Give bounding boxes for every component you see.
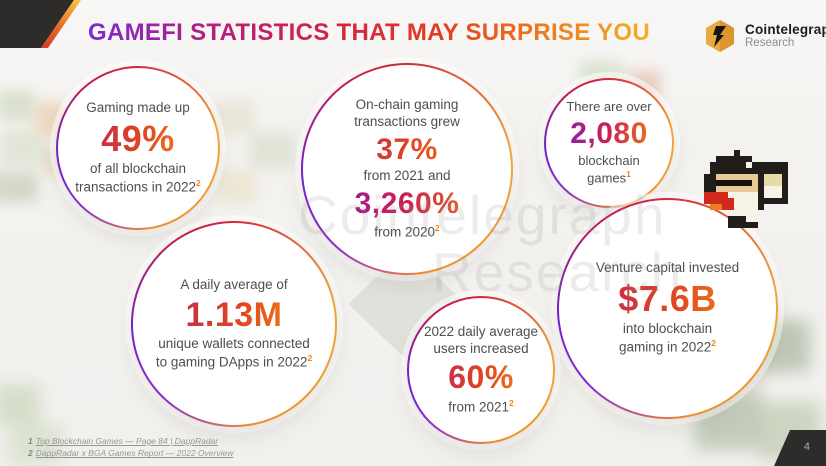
stat-caption: from 2021 (448, 399, 510, 415)
stat-bubble-daily-users: 2022 daily average users increased 60% f… (407, 296, 555, 444)
stat-caption: gaming in 2022 (618, 339, 712, 355)
logo: Cointelegraph Research (702, 18, 826, 54)
stat-caption: from 2020 (374, 224, 436, 240)
stat-caption: unique wallets connected (158, 335, 310, 351)
stat-caption: transactions in 2022 (75, 179, 197, 195)
footnote-ref: 2 (509, 397, 514, 408)
pixel-character-icon (704, 150, 788, 228)
footnote-ref: 2 (435, 222, 440, 233)
footnote-link-2[interactable]: DappRadar x BGA Games Report — 2022 Over… (35, 448, 234, 459)
stat-value: 49% (68, 118, 208, 159)
stat-value: 2,080 (556, 117, 662, 151)
footnote-2: 2 DappRadar x BGA Games Report — 2022 Ove… (28, 447, 233, 459)
cointelegraph-hexagon-icon (706, 20, 734, 52)
footnote-number: 2 (28, 448, 33, 459)
footnote-ref: 2 (196, 177, 201, 188)
page-title: GAMEFI STATISTICS THAT MAY SURPRISE YOU (88, 19, 650, 46)
page-number: 4 (803, 441, 810, 453)
stat-intro: users increased (433, 340, 529, 356)
footnote-link-1[interactable]: Top Blockchain Games — Page 84 | DappRad… (35, 436, 219, 446)
footnote-number: 1 (28, 436, 33, 446)
stat-intro: 2022 daily average (423, 324, 539, 340)
stat-caption: blockchain (578, 153, 640, 168)
stat-intro: Venture capital invested (595, 260, 740, 276)
stat-value: 60% (419, 359, 543, 396)
footnote-ref: 2 (711, 338, 717, 349)
stat-bubble-gaming-share: Gaming made up 49% of all blockchain tra… (56, 66, 220, 230)
logo-brand-text: Cointelegraph (745, 21, 826, 37)
stat-caption: games (587, 170, 627, 186)
footnote-1: 1 Top Blockchain Games — Page 84 | DappRa… (28, 435, 233, 447)
stat-intro: There are over (566, 99, 652, 115)
stat-value: 3,260% (313, 187, 501, 221)
stat-intro: A daily average of (180, 276, 288, 292)
stat-caption: into blockchain (622, 321, 713, 337)
stat-caption: to gaming DApps in 2022 (155, 354, 308, 370)
stat-caption: of all blockchain (89, 160, 187, 176)
stat-caption: from 2021 and (363, 168, 451, 184)
stat-value: $7.6B (569, 278, 766, 319)
footnote-ref: 2 (307, 352, 313, 363)
footnote-ref: 1 (626, 169, 631, 180)
footnotes: 1 Top Blockchain Games — Page 84 | DappRa… (28, 435, 233, 460)
stat-bubble-vc-invested: Venture capital invested $7.6B into bloc… (557, 198, 778, 419)
stat-value: 37% (313, 133, 501, 167)
logo-division-text: Research (745, 37, 795, 50)
stat-bubble-daily-wallets: A daily average of 1.13M unique wallets … (131, 221, 337, 427)
stat-intro: transactions grew (354, 113, 460, 129)
corner-accent-bottom-right: 4 (774, 430, 826, 466)
stat-bubble-games-count: There are over 2,080 blockchain games1 (544, 78, 674, 208)
stat-intro: Gaming made up (86, 99, 190, 115)
stat-intro: On-chain gaming (355, 96, 459, 112)
stat-value: 1.13M (143, 296, 325, 334)
stat-bubble-onchain-growth: On-chain gaming transactions grew 37% fr… (301, 63, 513, 275)
